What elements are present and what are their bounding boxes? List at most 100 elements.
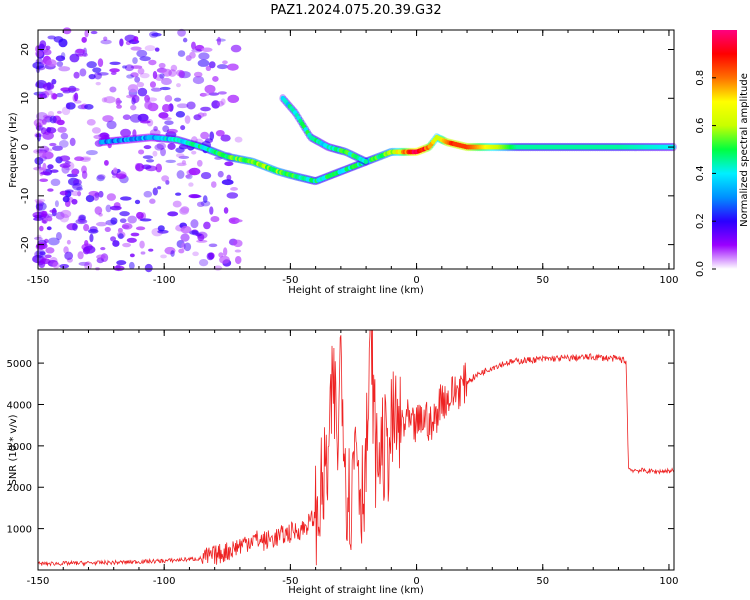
- spectrogram-noise-blob: [51, 145, 63, 151]
- spectrogram-noise-blob: [192, 251, 199, 257]
- spectrogram-noise-blob: [71, 184, 81, 189]
- spectrogram-noise-blob: [216, 100, 224, 107]
- snr-x-tick-label: -50: [282, 576, 298, 587]
- spectrogram-x-tick-label: -50: [282, 275, 298, 286]
- spectrogram-noise-blob: [86, 119, 96, 126]
- spectrogram-noise-blob: [47, 188, 54, 192]
- spectrogram-noise-blob: [74, 92, 79, 102]
- spectrogram-noise-blob: [42, 82, 55, 91]
- spectrogram-noise-blob: [191, 41, 196, 50]
- spectrogram-noise-blob: [50, 169, 59, 173]
- spectrogram-noise-blob: [196, 159, 203, 167]
- spectrogram-noise-blob: [133, 36, 139, 42]
- snr-frame: [37, 329, 675, 571]
- spectrogram-noise-blob: [63, 246, 69, 254]
- spectrogram-noise-blob: [93, 134, 105, 140]
- spectrogram-noise-blob: [220, 98, 226, 106]
- colorbar-label: Normalized spectral amplitude: [739, 73, 750, 227]
- spectrogram-noise-blob: [200, 106, 211, 112]
- spectrogram-noise-blob: [143, 190, 153, 198]
- spectrogram-noise-blob: [62, 90, 71, 94]
- spectrogram-noise-blob: [41, 219, 47, 224]
- spectrogram-noise-blob: [39, 178, 49, 182]
- spectrogram-noise-blob: [41, 210, 48, 218]
- spectrogram-x-axis: -150 -100 -50 0 50 100: [27, 30, 678, 286]
- spectrogram-noise-blob: [73, 71, 80, 79]
- spectrogram-noise-blob: [106, 193, 117, 201]
- spectrogram-noise-blob: [96, 254, 106, 260]
- spectrogram-noise-blob: [230, 44, 242, 53]
- spectrogram-branch-point: [363, 159, 369, 164]
- spectrogram-noise-blob: [39, 225, 44, 232]
- spectrogram-noise-blob: [228, 217, 240, 225]
- spectrogram-noise-blob: [86, 61, 97, 69]
- spectrogram-noise-blob: [90, 30, 98, 35]
- spectrogram-noise-blob: [210, 216, 220, 223]
- spectrogram-noise-blob: [44, 148, 53, 152]
- spectrogram-noise-blob: [40, 171, 51, 176]
- spectrogram-noise-blob: [72, 182, 83, 191]
- spectrogram-noise-blob: [112, 240, 120, 247]
- spectrogram-noise-blob: [167, 211, 179, 217]
- spectrogram-noise-blob: [129, 113, 142, 123]
- spectrogram-noise-blob: [165, 159, 176, 163]
- spectrogram-noise-blob: [212, 76, 219, 82]
- spectrogram-noise-blob: [42, 49, 52, 56]
- spectrogram-noise-blob: [180, 206, 190, 214]
- spectrogram-noise-blob: [49, 209, 57, 213]
- colorbar-ticks: 0.0 0.2 0.4 0.6 0.8: [695, 70, 716, 277]
- spectrogram-noise-blob: [217, 91, 227, 95]
- spectrogram-noise-blob: [44, 89, 53, 96]
- spectrogram-noise-blob: [59, 264, 70, 269]
- spectrogram-noise-blob: [140, 251, 146, 255]
- spectrogram-noise-blob: [197, 59, 210, 67]
- spectrogram-noise-blob: [88, 73, 96, 80]
- spectrogram-y-tick-label: 10: [20, 92, 31, 105]
- spectrogram-noise-blob: [119, 218, 127, 223]
- spectrogram-noise-blob: [52, 93, 58, 100]
- spectrogram-noise-blob: [39, 40, 47, 49]
- spectrogram-noise-blob: [116, 104, 122, 109]
- snr-x-tick-label: 50: [536, 576, 549, 587]
- spectrogram-noise-blob: [137, 87, 148, 97]
- spectrogram-noise-blob: [177, 28, 186, 37]
- colorbar-tick-label: 0.8: [695, 70, 706, 86]
- spectrogram-noise-blob: [145, 159, 155, 163]
- spectrogram-noise-blob: [60, 132, 69, 140]
- spectrogram-y-label: Frequency (Hz): [8, 112, 19, 188]
- spectrogram-noise-blob: [154, 144, 164, 151]
- spectrogram-noise-blob: [158, 62, 166, 69]
- snr-x-tick-label: 0: [413, 576, 419, 587]
- spectrogram-noise-blob: [96, 175, 105, 182]
- spectrogram-noise-blob: [158, 112, 169, 119]
- spectrogram-noise-blob: [109, 86, 117, 93]
- spectrogram-noise-blob: [65, 102, 71, 110]
- spectrogram-noise-blob: [170, 64, 178, 72]
- spectrogram-noise-blob: [82, 246, 91, 255]
- spectrogram-noise-blob: [144, 45, 156, 52]
- spectrogram-noise-blob: [58, 38, 68, 48]
- spectrogram-y-tick-label: -10: [20, 188, 31, 204]
- spectrogram-noise-blob: [157, 225, 165, 232]
- spectrogram-noise-blob: [176, 170, 185, 179]
- spectrogram-noise-blob: [115, 264, 121, 271]
- spectrogram-noise-blob: [107, 142, 112, 149]
- spectrogram-noise-blob: [59, 155, 71, 162]
- spectrogram-noise-blob: [110, 217, 118, 225]
- colorbar: 0.0 0.2 0.4 0.6 0.8 Normalized spectral ampl…: [695, 30, 750, 277]
- spectrogram-noise-blob: [191, 48, 203, 53]
- spectrogram-noise-blob: [84, 239, 89, 247]
- spectrogram-noise-blob: [188, 182, 194, 187]
- spectrogram-noise-blob: [81, 36, 87, 43]
- spectrogram-noise-blob: [148, 248, 154, 252]
- spectrogram-noise-blob: [154, 47, 160, 52]
- spectrogram-noise-blob: [49, 115, 57, 124]
- spectrogram-noise-blob: [35, 125, 44, 131]
- colorbar-tick-label: 0.6: [695, 118, 706, 134]
- spectrogram-noise-blob: [135, 163, 145, 172]
- snr-y-axis: 1000 2000 3000 4000 5000: [7, 359, 674, 536]
- spectrogram-noise-blob: [144, 263, 153, 273]
- spectrogram-noise-blob: [167, 142, 176, 150]
- spectrogram-noise-blob: [45, 247, 55, 254]
